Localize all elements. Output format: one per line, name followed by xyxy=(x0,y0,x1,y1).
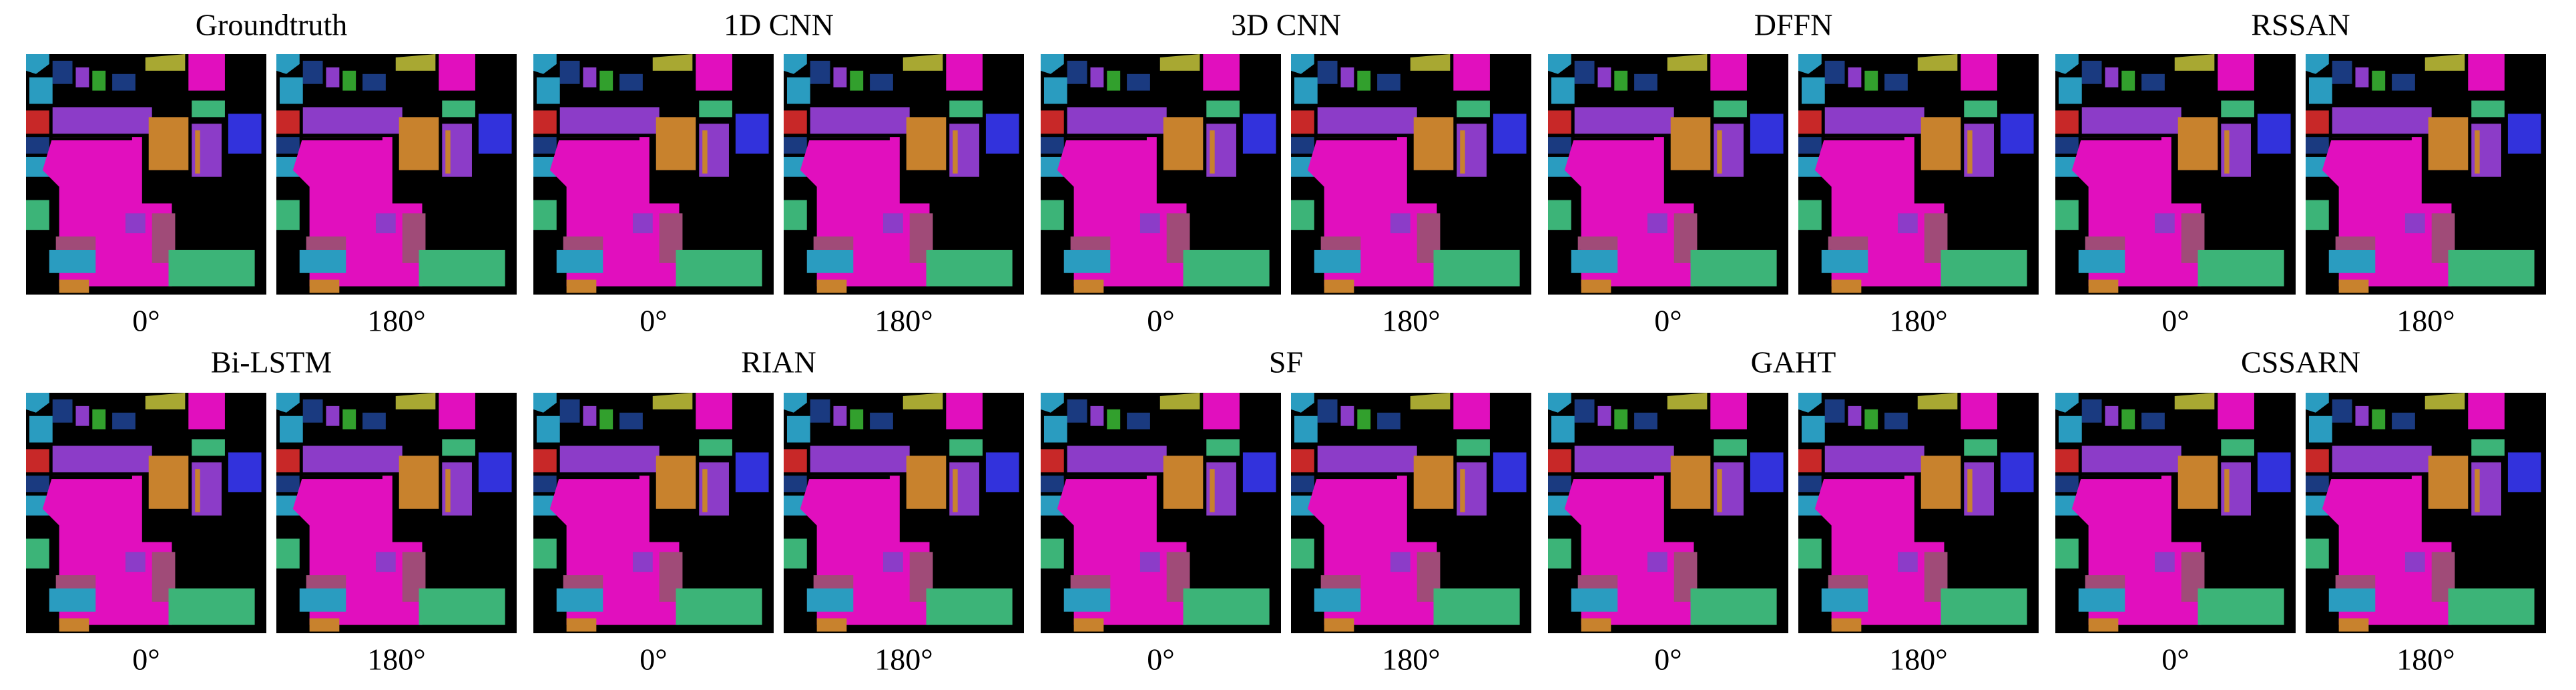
map-label: 0° xyxy=(132,643,160,677)
map-label: 0° xyxy=(1654,304,1682,338)
map-label: 180° xyxy=(367,643,425,677)
map-label: 180° xyxy=(1889,643,1947,677)
map-label: 180° xyxy=(2396,304,2455,338)
panel-title: SF xyxy=(1269,345,1303,379)
map-label: 180° xyxy=(1889,304,1947,338)
classification-map xyxy=(1548,54,1788,295)
map-label: 0° xyxy=(639,643,667,677)
panel-title: Bi-LSTM xyxy=(211,345,332,379)
classification-map xyxy=(1291,54,1531,295)
panel-title: RIAN xyxy=(741,345,816,379)
classification-map xyxy=(533,54,774,295)
classification-map xyxy=(2055,54,2296,295)
classification-map xyxy=(2306,393,2546,633)
panel-title: GAHT xyxy=(1751,345,1836,379)
classification-map xyxy=(276,393,517,633)
classification-map xyxy=(1041,393,1281,633)
map-label: 0° xyxy=(1147,643,1174,677)
map-label: 0° xyxy=(639,304,667,338)
classification-map xyxy=(1798,54,2039,295)
classification-map xyxy=(533,393,774,633)
classification-map xyxy=(2055,393,2296,633)
map-label: 180° xyxy=(1382,304,1440,338)
classification-map xyxy=(2306,54,2546,295)
classification-map xyxy=(784,54,1024,295)
panel-title: RSSAN xyxy=(2251,8,2350,42)
classification-map xyxy=(1041,54,1281,295)
map-label: 0° xyxy=(2161,304,2189,338)
classification-map xyxy=(26,393,266,633)
map-label: 180° xyxy=(874,304,933,338)
classification-map xyxy=(1548,393,1788,633)
classification-map xyxy=(276,54,517,295)
panel-title: Groundtruth xyxy=(196,8,347,42)
classification-map xyxy=(1798,393,2039,633)
map-label: 0° xyxy=(1147,304,1174,338)
map-label: 180° xyxy=(2396,643,2455,677)
map-label: 0° xyxy=(1654,643,1682,677)
classification-map xyxy=(26,54,266,295)
panel-title: 3D CNN xyxy=(1231,8,1341,42)
panel-title: DFFN xyxy=(1754,8,1833,42)
map-label: 0° xyxy=(132,304,160,338)
map-label: 180° xyxy=(874,643,933,677)
classification-map xyxy=(1291,393,1531,633)
map-label: 180° xyxy=(367,304,425,338)
map-label: 0° xyxy=(2161,643,2189,677)
panel-title: 1D CNN xyxy=(724,8,834,42)
classification-map xyxy=(784,393,1024,633)
map-label: 180° xyxy=(1382,643,1440,677)
panel-title: CSSARN xyxy=(2241,345,2360,379)
